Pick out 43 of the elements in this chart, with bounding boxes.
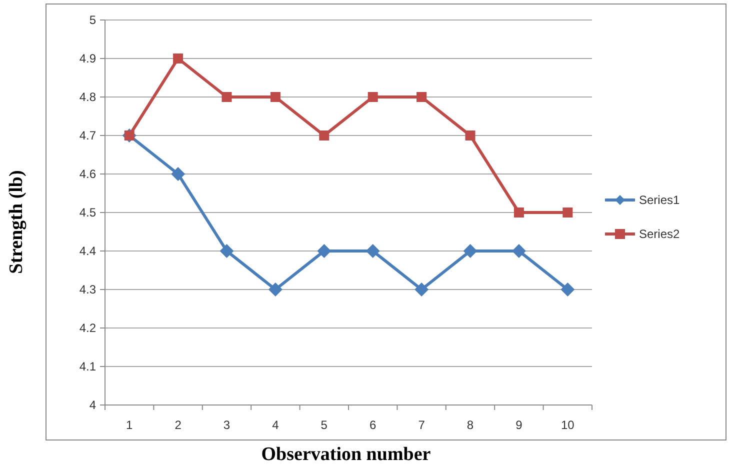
x-tick-label: 3 [223,418,230,432]
point [368,92,378,102]
x-tick-label: 7 [418,418,426,432]
y-tick-label: 4.1 [79,360,96,374]
point [416,92,427,102]
point [319,130,330,140]
point [463,244,478,258]
point [366,244,380,258]
x-tick-label: 9 [516,418,523,432]
y-tick-label: 4.5 [79,206,96,220]
legend-label: Series1 [639,193,680,208]
x-tick-label: 5 [320,418,328,432]
legend-label: Series2 [639,227,680,242]
point [173,54,184,64]
x-tick-label: 2 [174,418,182,432]
point [317,244,332,258]
point [222,92,232,102]
x-tick-label: 1 [126,418,134,432]
point [514,208,524,218]
point [414,282,429,296]
point [270,92,280,102]
point [465,130,476,140]
y-tick-label: 4.7 [79,128,96,143]
point [171,167,186,181]
y-tick-label: 4.3 [79,282,96,297]
point [220,244,234,258]
y-tick-label: 4.2 [79,321,96,336]
x-tick-label: 8 [466,418,474,432]
y-tick-label: 5 [89,13,96,28]
y-tick-label: 4.4 [79,244,96,258]
x-axis-title: Observation number [261,444,432,465]
y-axis-title: Strength (lb) [6,170,27,274]
x-tick-label: 10 [560,418,575,432]
y-tick-label: 4.6 [79,167,96,182]
y-tick-label: 4.9 [79,52,96,66]
point [560,282,575,296]
point [562,208,573,218]
point [268,282,282,296]
y-tick-label: 4.8 [79,90,96,104]
point [512,244,526,258]
x-tick-label: 4 [272,418,280,432]
x-tick-label: 6 [370,418,377,432]
y-tick-label: 4 [89,398,96,412]
